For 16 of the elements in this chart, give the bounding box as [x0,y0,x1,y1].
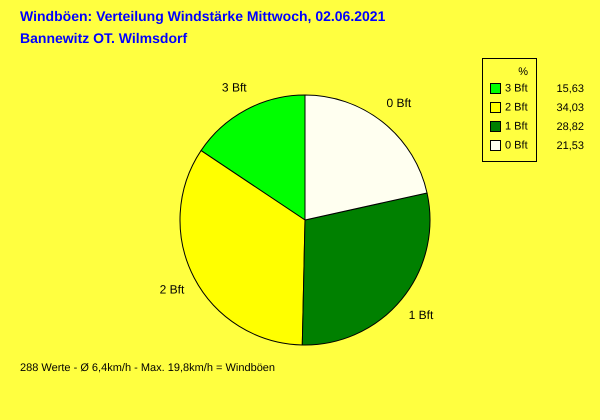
text: 288 Werte - Ø 6,4km/h - Max. 19,8km/h = Windböen [20,362,276,374]
legend-label: 3 Bft [505,82,528,94]
data-label: 28,82 [556,121,584,133]
data-label: 15,63 [556,83,584,95]
slice-label: 3 Bft [222,80,248,95]
slice-label: 2 Bft [160,282,185,296]
slice-label: 1 Bft [408,308,434,322]
legend-label: 2 Bft [505,102,528,114]
slice-label: 0 Bft [386,96,412,110]
chart-subtitle: Bannewitz OT. Wilmsdorf [20,30,188,46]
data-label: 21,53 [556,140,584,152]
chart-title: Windböen: Verteilung Windstärke Mittwoch, 02.06.2021 [20,8,386,24]
data-label: 34,03 [556,102,584,114]
legend-title: % [518,66,528,78]
legend-label: 0 Bft [505,140,528,152]
legend-label: 1 Bft [505,120,528,132]
